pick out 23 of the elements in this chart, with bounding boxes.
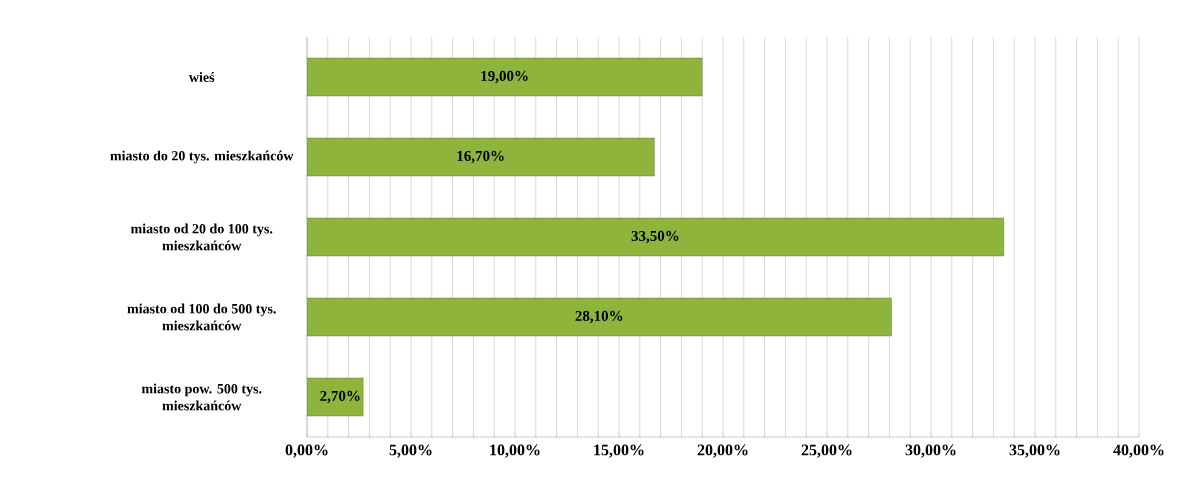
x-tick-label: 35,00% <box>1009 444 1060 458</box>
data-label: 2,70% <box>320 390 360 404</box>
x-tick-label: 5,00% <box>389 444 432 458</box>
bar <box>307 57 703 97</box>
y-tick-label: miasto do 20 tys. mieszkańców <box>110 150 294 164</box>
y-tick-label: miasto pow. 500 tys. mieszkańców <box>141 383 262 411</box>
x-tick-label: 20,00% <box>697 444 748 458</box>
y-tick-label: miasto od 100 do 500 tys. mieszkańców <box>127 303 276 331</box>
y-tick-label: miasto od 20 do 100 tys. mieszkańców <box>130 223 273 251</box>
y-tick-label: wieś <box>188 72 215 82</box>
x-tick-label: 0,00% <box>285 444 328 458</box>
x-tick-label: 15,00% <box>594 444 644 458</box>
x-tick-label: 25,00% <box>801 444 852 458</box>
bar <box>307 217 1005 257</box>
data-label: 33,50% <box>631 230 679 244</box>
x-tick-label: 40,00% <box>1113 444 1164 458</box>
x-tick-label: 30,00% <box>905 444 956 458</box>
x-tick-label: 10,00% <box>490 444 540 458</box>
bar <box>307 297 892 337</box>
data-label: 19,00% <box>481 70 528 84</box>
data-label: 16,70% <box>457 150 504 164</box>
data-label: 28,10% <box>575 310 623 324</box>
bar <box>307 137 655 177</box>
